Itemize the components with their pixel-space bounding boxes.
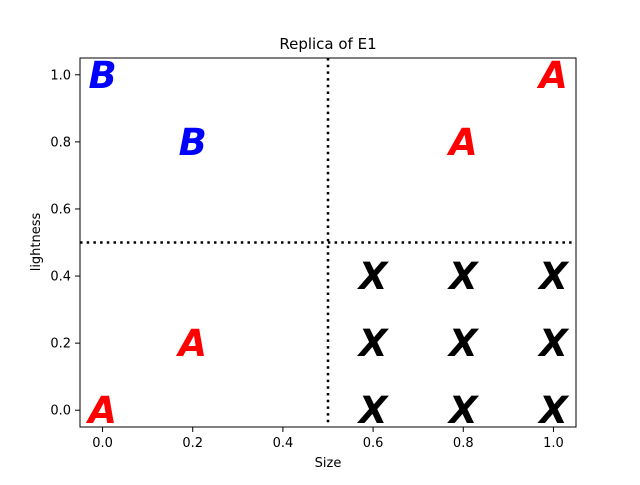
x-tick-label: 0.4 <box>273 436 294 451</box>
x-tick-label: 0.0 <box>92 436 113 451</box>
point-marker-a: A <box>175 322 207 365</box>
y-tick-label: 0.0 <box>50 404 71 419</box>
point-marker-x: X <box>357 389 390 432</box>
x-tick-label: 0.2 <box>182 436 203 451</box>
y-tick-label: 0.6 <box>50 202 71 217</box>
y-tick-label: 0.2 <box>50 337 71 352</box>
point-marker-x: X <box>537 255 570 298</box>
y-tick-label: 1.0 <box>50 68 71 83</box>
point-marker-x: X <box>357 322 390 365</box>
x-tick-label: 1.0 <box>543 436 564 451</box>
point-marker-x: X <box>537 322 570 365</box>
y-axis-label: lightness <box>29 212 44 271</box>
point-marker-x: X <box>447 322 480 365</box>
point-marker-x: X <box>357 255 390 298</box>
point-marker-a: A <box>536 54 568 97</box>
x-tick-label: 0.8 <box>453 436 474 451</box>
point-marker-x: X <box>447 389 480 432</box>
point-marker-a: A <box>85 389 117 432</box>
point-marker-b: B <box>88 54 116 97</box>
y-tick-label: 0.8 <box>50 135 71 150</box>
plot-frame <box>79 57 577 428</box>
chart-title: Replica of E1 <box>279 35 376 53</box>
y-tick-label: 0.4 <box>50 270 71 285</box>
x-tick-label: 0.6 <box>363 436 384 451</box>
point-marker-x: X <box>447 255 480 298</box>
point-marker-b: B <box>179 121 207 164</box>
point-marker-a: A <box>446 121 478 164</box>
point-marker-x: X <box>537 389 570 432</box>
x-axis-label: Size <box>315 456 342 471</box>
